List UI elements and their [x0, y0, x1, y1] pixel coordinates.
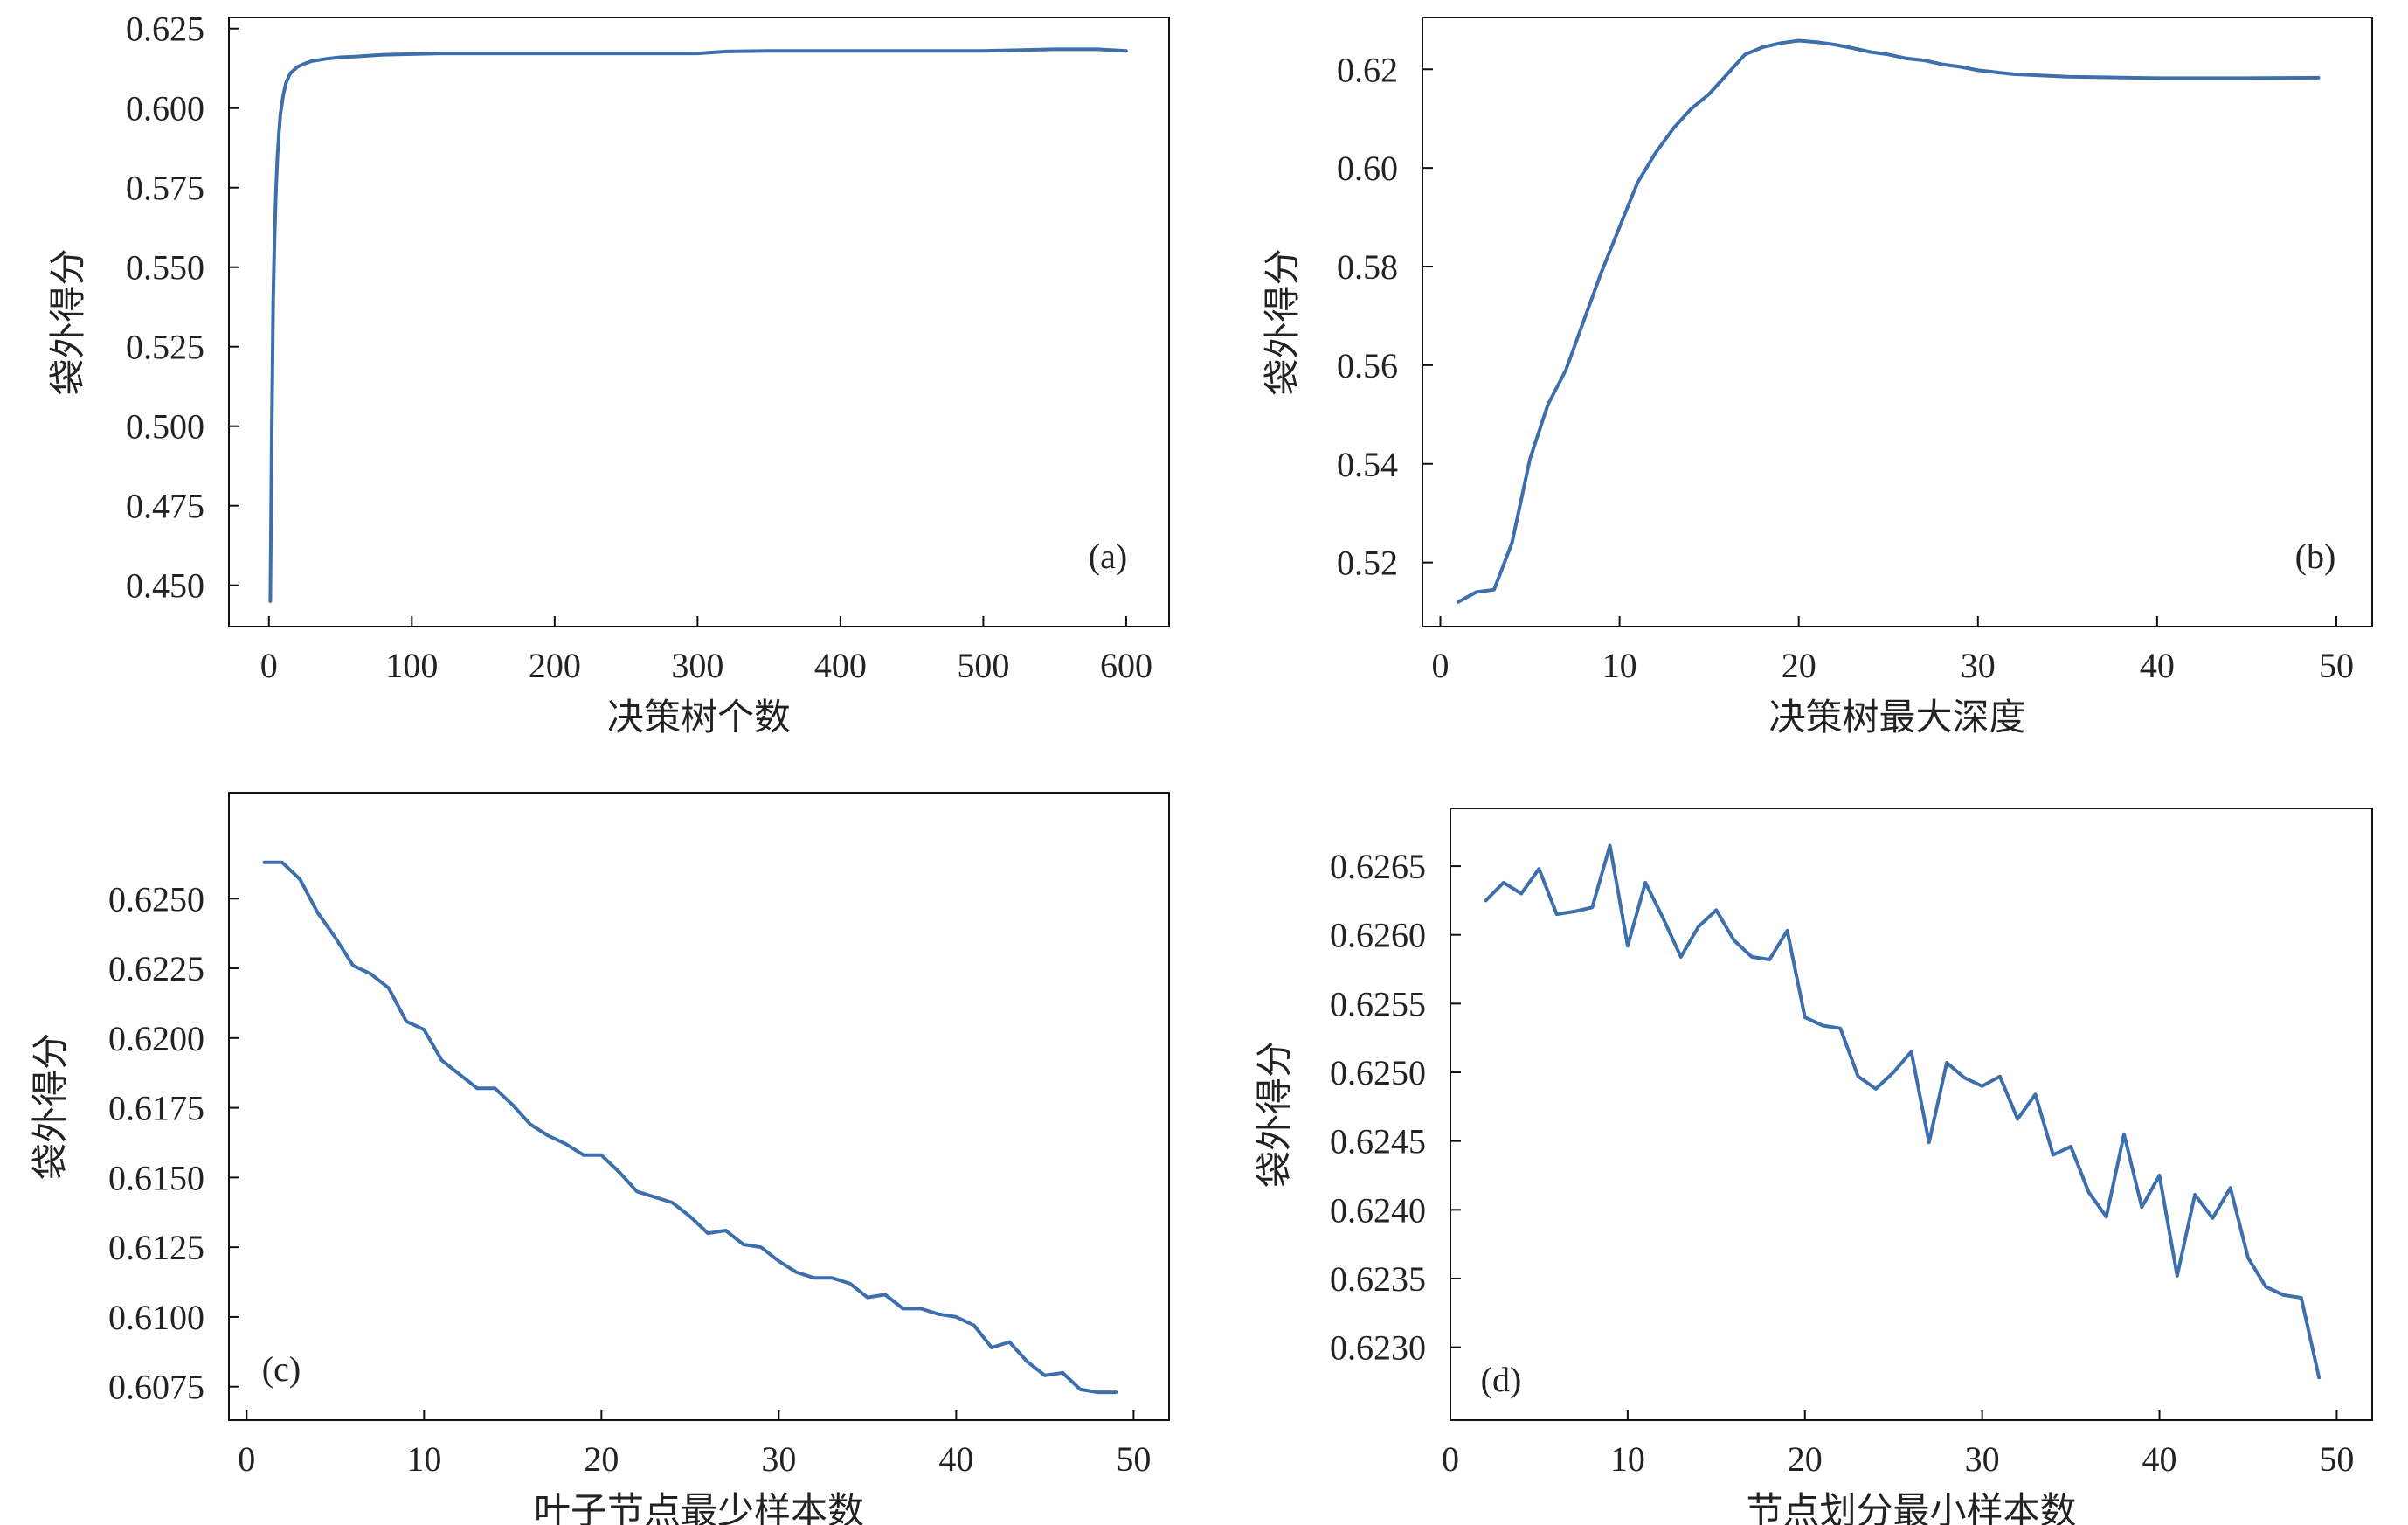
panel-label: (d) — [1481, 1360, 1522, 1399]
y-tick-label: 0.475 — [126, 487, 204, 526]
y-tick-label: 0.6255 — [1330, 984, 1426, 1023]
y-tick-label: 0.550 — [126, 248, 204, 288]
x-tick-label: 30 — [1965, 1439, 2000, 1479]
y-tick-label: 0.6250 — [108, 879, 204, 918]
y-tick-label: 0.6260 — [1330, 916, 1426, 955]
y-tick-label: 0.6075 — [108, 1368, 204, 1407]
x-tick-label: 30 — [761, 1439, 796, 1479]
x-tick-label: 10 — [1610, 1439, 1645, 1479]
plot-frame — [228, 17, 1170, 627]
x-tick-label: 500 — [957, 646, 1009, 685]
panel-label: (a) — [1089, 537, 1127, 576]
y-tick-label: 0.62 — [1337, 50, 1398, 89]
y-tick-label: 0.60 — [1337, 149, 1398, 188]
x-tick-label: 50 — [2319, 1439, 2354, 1479]
x-tick-label: 300 — [671, 646, 723, 685]
x-axis-label: 决策树个数 — [607, 698, 791, 738]
x-tick-label: 40 — [2140, 646, 2175, 685]
x-tick-label: 200 — [529, 646, 581, 685]
y-tick-label: 0.52 — [1337, 544, 1398, 583]
series-line — [1457, 38, 2321, 604]
y-tick-label: 0.56 — [1337, 346, 1398, 385]
y-tick-label: 0.6250 — [1330, 1053, 1426, 1092]
y-tick-label: 0.6265 — [1330, 847, 1426, 886]
x-tick-label: 600 — [1100, 646, 1152, 685]
x-tick-label: 40 — [2142, 1439, 2177, 1479]
y-tick-label: 0.6245 — [1330, 1122, 1426, 1161]
y-axis-label: 袋外得分 — [31, 1033, 72, 1180]
y-tick-label: 0.6175 — [108, 1089, 204, 1128]
x-tick-label: 0 — [1442, 1439, 1459, 1479]
x-tick-label: 10 — [1602, 646, 1637, 685]
x-tick-label: 40 — [938, 1439, 973, 1479]
panel-label: (b) — [2295, 537, 2336, 576]
y-axis-label: 袋外得分 — [49, 248, 89, 395]
y-axis-label: 袋外得分 — [1256, 1041, 1296, 1188]
x-tick-label: 20 — [1782, 646, 1816, 685]
y-tick-label: 0.6125 — [108, 1228, 204, 1267]
panel-label: (c) — [262, 1349, 301, 1389]
series-line — [1484, 843, 2322, 1380]
plot-frame — [1422, 17, 2373, 627]
y-tick-label: 0.6225 — [108, 949, 204, 988]
y-tick-label: 0.6235 — [1330, 1259, 1426, 1299]
x-tick-label: 10 — [406, 1439, 441, 1479]
chart-panel-2: 0 10 20 30 40 50 0.52 0.54 0.56 0.58 0.60 0.62 (b) 决策… — [1263, 17, 2373, 738]
y-tick-label: 0.600 — [126, 89, 204, 128]
x-tick-label: 0 — [238, 1439, 255, 1479]
series-line — [262, 860, 1118, 1395]
chart-panel-3: 0 10 20 30 40 50 0.6075 0.6100 0.6125 0.6150 0.617… — [31, 792, 1170, 1525]
y-tick-label: 0.575 — [126, 169, 204, 208]
x-axis-label: 节点划分最小样本数 — [1746, 1492, 2076, 1525]
y-tick-label: 0.500 — [126, 407, 204, 447]
y-tick-label: 0.6150 — [108, 1158, 204, 1197]
x-tick-label: 100 — [385, 646, 438, 685]
x-tick-label: 50 — [1116, 1439, 1151, 1479]
y-tick-label: 0.58 — [1337, 247, 1398, 287]
y-tick-label: 0.6200 — [108, 1019, 204, 1058]
x-axis-label: 决策树最大深度 — [1768, 698, 2025, 738]
plot-frame — [228, 792, 1170, 1421]
chart-panel-1: 0 100 200 300 400 500 600 0.450 0.475 0.500 0.525 0… — [49, 10, 1170, 738]
y-axis-label: 袋外得分 — [1263, 248, 1304, 395]
y-tick-label: 0.6230 — [1330, 1328, 1426, 1368]
y-tick-label: 0.6240 — [1330, 1190, 1426, 1230]
x-tick-label: 20 — [1788, 1439, 1823, 1479]
plot-frame — [1450, 808, 2373, 1421]
y-tick-label: 0.450 — [126, 566, 204, 606]
y-tick-label: 0.525 — [126, 328, 204, 367]
x-tick-label: 30 — [1961, 646, 1996, 685]
x-tick-label: 20 — [584, 1439, 619, 1479]
y-tick-label: 0.6100 — [108, 1298, 204, 1337]
x-tick-label: 0 — [1432, 646, 1450, 685]
x-tick-label: 400 — [814, 646, 867, 685]
x-axis-label: 叶子节点最少样本数 — [534, 1492, 864, 1525]
y-tick-label: 0.625 — [126, 10, 204, 49]
x-tick-label: 0 — [260, 646, 278, 685]
chart-panel-4: 0 10 20 30 40 50 0.6230 0.6235 0.6240 0.6245 0.625… — [1256, 808, 2373, 1525]
y-tick-label: 0.54 — [1337, 445, 1398, 484]
series-line — [268, 47, 1128, 603]
x-tick-label: 50 — [2319, 646, 2354, 685]
